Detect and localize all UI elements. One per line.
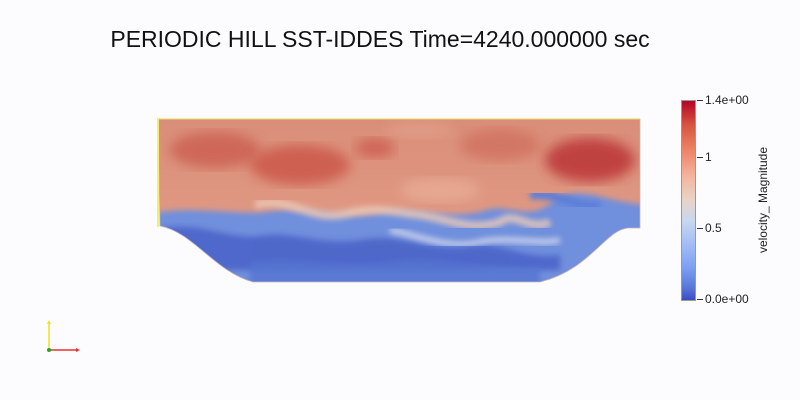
colorbar-tick-1 <box>697 157 703 158</box>
y-axis-arrow <box>47 320 51 324</box>
velocity-field <box>158 119 640 282</box>
z-axis-dot <box>47 348 51 352</box>
colorbar-label-1: 1 <box>705 150 712 164</box>
colorbar <box>681 100 696 301</box>
colorbar-title: velocity_ Magnitude <box>756 146 770 254</box>
colorbar-label-05: 0.5 <box>705 221 722 235</box>
colorbar-tick-max <box>697 100 703 101</box>
orientation-axes-icon <box>47 320 80 352</box>
colorbar-label-max: 1.4e+00 <box>705 93 749 107</box>
colorbar-tick-05 <box>697 228 703 229</box>
render-title: PERIODIC HILL SST-IDDES Time=4240.000000… <box>110 26 650 52</box>
domain-outline <box>157 118 641 283</box>
x-axis-arrow <box>76 348 80 352</box>
colorbar-label-min: 0.0e+00 <box>705 292 749 306</box>
colorbar-tick-min <box>697 299 703 300</box>
